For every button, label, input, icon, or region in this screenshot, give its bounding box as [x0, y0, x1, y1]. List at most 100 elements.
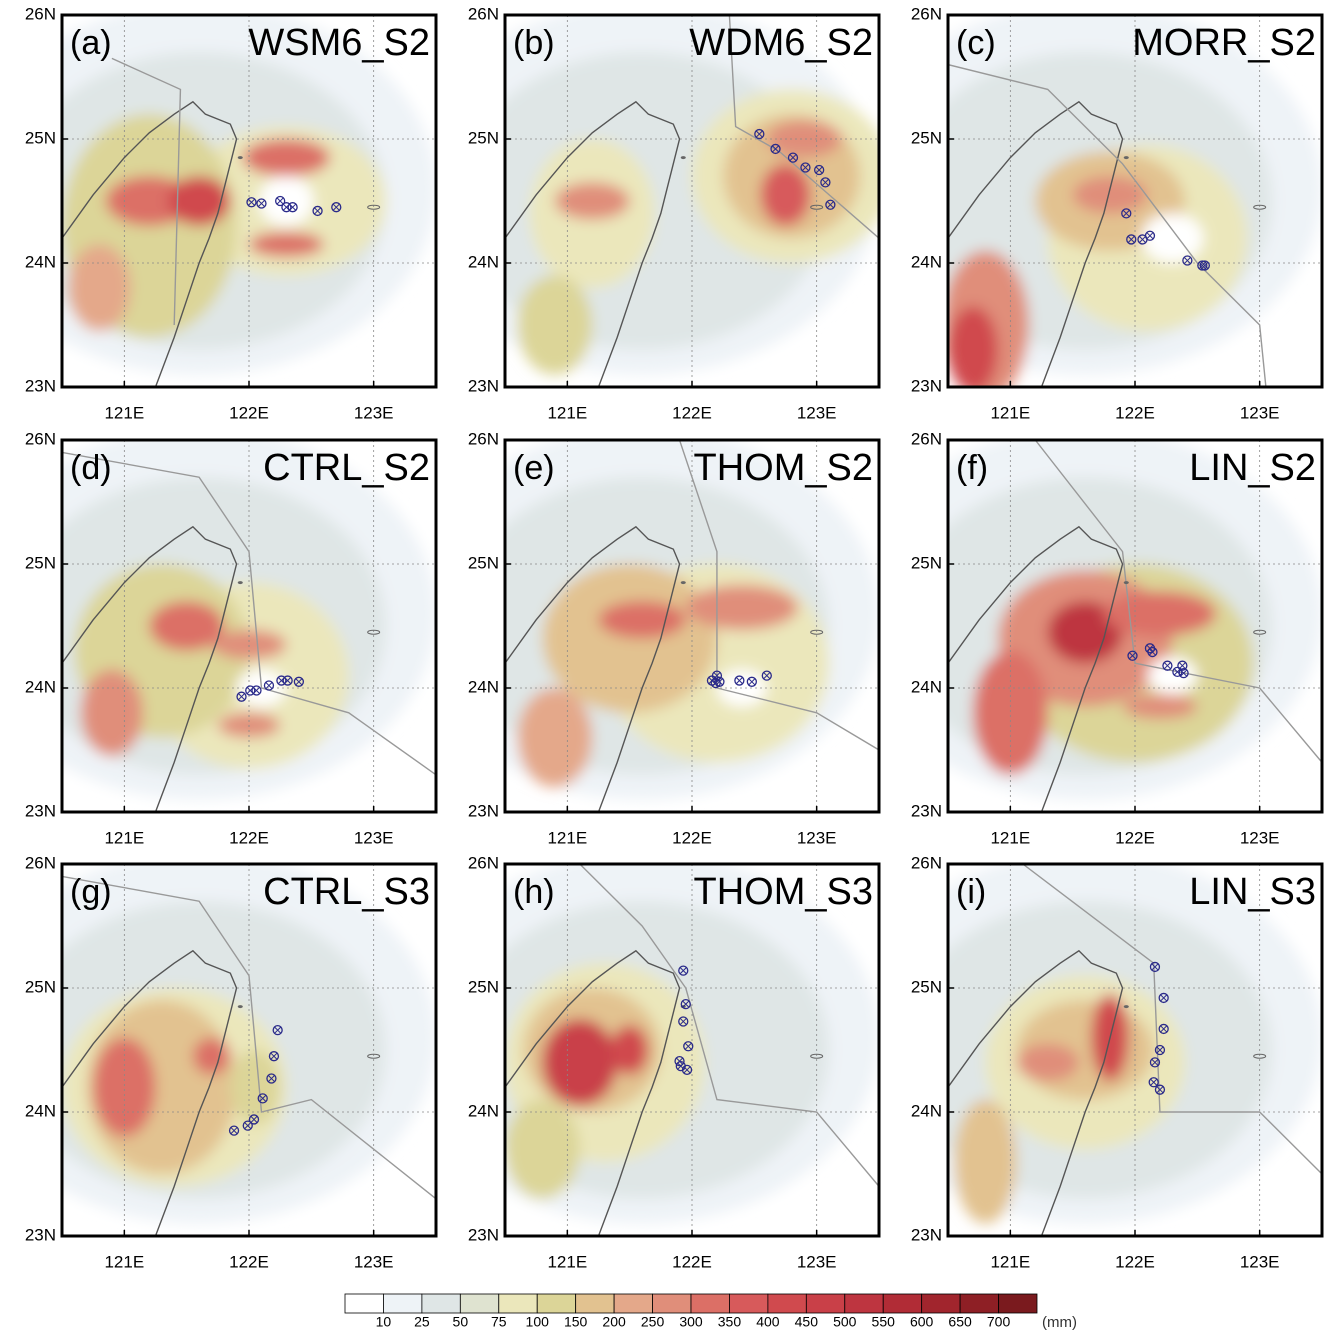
y-tick-label: 26N [468, 429, 499, 448]
map-panel: (a) WSM6_S2 121E 122E 123E 23N 24N 25N 26N [25, 4, 438, 422]
track-point-cross [755, 130, 763, 138]
track-point-cross [815, 166, 823, 174]
map-panel: (h) THOM_S3 121E 122E 123E 23N 24N 25N 26N [468, 853, 881, 1271]
track-point [770, 143, 781, 155]
rain-blob [230, 1050, 281, 1125]
track-point [248, 1114, 260, 1125]
x-tick-label: 122E [1115, 828, 1155, 847]
track-point-cross [259, 1094, 267, 1102]
rain-blob [542, 564, 717, 713]
y-tick-label: 24N [911, 677, 942, 696]
track-point [1178, 667, 1189, 679]
island [237, 156, 243, 160]
x-tick-label: 122E [229, 1252, 269, 1271]
y-tick-label: 24N [468, 252, 499, 271]
colorbar-label: 100 [526, 1314, 550, 1330]
coastline [948, 949, 1124, 1236]
track-point [1147, 646, 1158, 658]
rain-blob [948, 306, 998, 387]
track-point-cross [257, 199, 265, 207]
track-point [256, 198, 267, 209]
track-point [293, 676, 305, 687]
colorbar-box [421, 1293, 461, 1314]
track-point-cross [684, 1042, 692, 1050]
x-tick-label: 121E [104, 403, 144, 422]
track-point-cross [1201, 261, 1209, 269]
island [1123, 1005, 1129, 1009]
x-tick-label: 121E [104, 1252, 144, 1271]
map-panel: (f) LIN_S2 121E 122E 123E 23N 24N 25N 26N [911, 429, 1324, 847]
rain-blob [258, 176, 314, 226]
x-tick-label: 122E [1115, 403, 1155, 422]
track-point [1148, 1077, 1159, 1088]
coastline [62, 100, 238, 387]
y-tick-label: 26N [25, 853, 56, 872]
track-point-cross [763, 672, 771, 680]
track-point [1182, 255, 1193, 266]
y-tick-label: 26N [468, 853, 499, 872]
rain-blob [542, 1019, 618, 1106]
track-point-cross [683, 1066, 691, 1074]
y-tick-label: 25N [468, 977, 499, 996]
colorbar-box [998, 1293, 1038, 1314]
colorbar-box [921, 1293, 961, 1314]
y-tick-label: 26N [468, 4, 499, 23]
panel-title: MORR_S2 [1132, 22, 1316, 64]
y-tick-label: 23N [25, 1225, 56, 1244]
track-point [246, 197, 257, 208]
track-point [266, 1073, 277, 1084]
track-point [228, 1125, 240, 1136]
colorbar-box [767, 1293, 807, 1314]
island [810, 629, 824, 635]
x-tick-label: 123E [1240, 403, 1280, 422]
track-point-cross [1156, 1046, 1164, 1054]
rain-field [948, 440, 1322, 800]
track-point [275, 195, 286, 207]
rain-blob [167, 176, 231, 226]
island [1253, 1053, 1267, 1059]
x-tick-label: 122E [672, 1252, 712, 1271]
rain-blob [242, 139, 331, 177]
island [810, 1053, 824, 1059]
x-tick-label: 123E [797, 403, 837, 422]
colorbar-box [805, 1293, 846, 1314]
rain-blob [1141, 213, 1204, 263]
rain-blob [93, 1037, 156, 1137]
track-point-cross [1122, 209, 1130, 217]
panel-label: (h) [513, 873, 555, 911]
track-point-cross [274, 1026, 282, 1034]
y-tick-label: 23N [468, 1225, 499, 1244]
colorbar-box [652, 1293, 692, 1314]
rain-blob [1016, 1043, 1079, 1081]
coastline [505, 949, 681, 1236]
panel-title: THOM_S2 [694, 447, 873, 489]
track-point [287, 202, 298, 213]
track-point-cross [826, 201, 834, 209]
track-point-cross [1129, 652, 1137, 660]
y-tick-label: 25N [468, 128, 499, 147]
rain-field [505, 440, 879, 800]
panel-title: WSM6_S2 [248, 22, 430, 64]
rain-blob [685, 585, 798, 630]
rain-blob [249, 232, 324, 257]
track-point [251, 685, 262, 696]
track-point-cross [1127, 235, 1135, 243]
x-tick-label: 121E [547, 403, 587, 422]
island [1123, 156, 1129, 160]
rain-blob [972, 650, 1048, 775]
y-tick-label: 25N [911, 128, 942, 147]
colorbar-box [575, 1293, 615, 1314]
track-point-cross [250, 1115, 258, 1123]
track-point-cross [267, 1075, 275, 1083]
colorbar-label: 25 [414, 1314, 430, 1330]
y-tick-label: 24N [25, 1101, 56, 1120]
rain-blob [105, 176, 193, 226]
track-point [746, 676, 757, 687]
track-point [711, 670, 723, 681]
track-point [268, 1051, 280, 1062]
y-tick-label: 23N [468, 801, 499, 820]
boundary-line [728, 15, 879, 239]
colorbar-label: 450 [795, 1314, 819, 1330]
track-point [787, 152, 799, 163]
colorbar-box [344, 1293, 384, 1314]
